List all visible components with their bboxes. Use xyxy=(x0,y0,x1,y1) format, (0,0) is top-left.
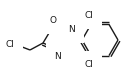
Text: Cl: Cl xyxy=(85,60,93,69)
Text: Cl: Cl xyxy=(85,11,93,20)
Text: O: O xyxy=(49,16,56,25)
Text: Cl: Cl xyxy=(5,40,14,48)
Text: N: N xyxy=(55,52,61,61)
Text: N: N xyxy=(68,24,75,34)
